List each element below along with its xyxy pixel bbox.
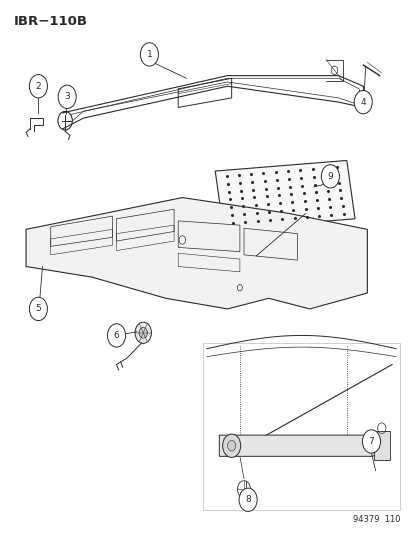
Polygon shape — [26, 198, 366, 309]
Polygon shape — [219, 435, 387, 456]
Circle shape — [320, 165, 339, 188]
Circle shape — [29, 75, 47, 98]
Circle shape — [238, 488, 256, 512]
Circle shape — [107, 324, 125, 347]
Text: 94379  110: 94379 110 — [352, 515, 399, 523]
Text: 5: 5 — [36, 304, 41, 313]
Circle shape — [227, 440, 235, 451]
Polygon shape — [373, 431, 389, 460]
Text: 6: 6 — [114, 331, 119, 340]
Text: 1: 1 — [146, 50, 152, 59]
Circle shape — [29, 297, 47, 320]
Text: 3: 3 — [64, 92, 70, 101]
Circle shape — [135, 322, 151, 343]
Text: IBR−110B: IBR−110B — [14, 14, 88, 28]
Text: 2: 2 — [36, 82, 41, 91]
Text: 4: 4 — [360, 98, 365, 107]
Text: 8: 8 — [244, 495, 250, 504]
Circle shape — [58, 85, 76, 109]
Polygon shape — [215, 160, 354, 229]
Circle shape — [140, 43, 158, 66]
Text: 9: 9 — [327, 172, 332, 181]
Text: 7: 7 — [368, 437, 373, 446]
Circle shape — [139, 327, 147, 338]
Circle shape — [222, 434, 240, 457]
Circle shape — [354, 91, 371, 114]
Circle shape — [361, 430, 380, 453]
